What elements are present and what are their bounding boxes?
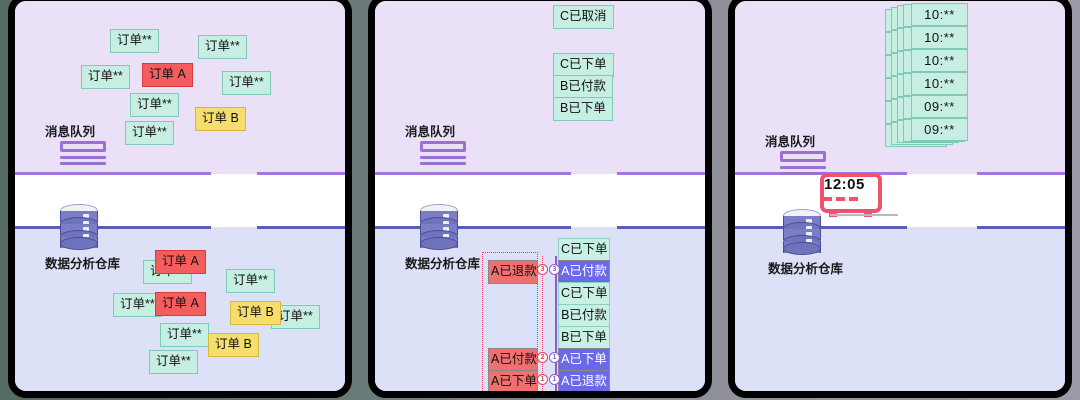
panel-event-ordering: C已取消 C已下单 B已付款 B已下单 消息队列 数据分析仓库 A已退款 A已付… <box>368 0 712 398</box>
warehouse-tag: 订单** <box>271 305 320 329</box>
data-warehouse-icon <box>420 204 458 250</box>
warehouse-tag: 订单** <box>149 350 198 374</box>
warehouse-right-tag: A已下单 <box>558 348 610 372</box>
queue-tag: B已付款 <box>553 75 613 99</box>
data-warehouse-icon <box>783 209 821 255</box>
panel-order-stream: 订单** 订单** 订单** 订单 A 订单** 订单** 订单 B 订单** … <box>8 0 352 398</box>
queue-tag: C已下单 <box>553 53 614 77</box>
data-warehouse-label: 数据分析仓库 <box>768 262 844 276</box>
data-warehouse-label: 数据分析仓库 <box>45 257 121 271</box>
message-queue-icon <box>420 141 466 167</box>
panel3-divider-bottom-left <box>735 226 907 229</box>
queue-tag-order-b: 订单 B <box>195 107 246 131</box>
warehouse-right-tag: C已下单 <box>558 282 610 306</box>
queue-tag: 订单** <box>81 65 130 89</box>
queue-tag: 订单** <box>130 93 179 117</box>
timeline-axis <box>830 214 898 216</box>
message-queue-label: 消息队列 <box>45 125 96 139</box>
message-queue-icon <box>60 141 106 167</box>
panel3-divider-bottom-right <box>977 226 1065 229</box>
deck-label: 09:** <box>911 95 968 118</box>
mismatch-group-box <box>482 252 538 391</box>
warehouse-right-tag: A已付款 <box>558 260 610 284</box>
panel1-divider-top-right <box>257 172 345 175</box>
warehouse-tag-order-b: 订单 B <box>208 333 259 357</box>
warehouse-left-tag: A已下单 <box>488 370 538 391</box>
data-warehouse-label: 数据分析仓库 <box>405 257 481 271</box>
message-queue-icon <box>780 151 826 177</box>
panel2-warehouse-zone <box>375 227 705 391</box>
deck-label: 10:** <box>911 26 968 49</box>
blue-order-axis <box>555 256 557 391</box>
queue-tag: C已取消 <box>553 5 614 29</box>
warehouse-right-tag: B已下单 <box>558 326 610 350</box>
deck-label: 09:** <box>911 118 968 141</box>
panel3-divider-top-right <box>977 172 1065 175</box>
queue-tag: 订单** <box>125 121 174 145</box>
warehouse-right-tag: B已付款 <box>558 304 610 328</box>
red-order-axis <box>542 256 543 391</box>
warehouse-tag-order-a: 订单 A <box>155 250 206 274</box>
panel1-divider-bottom-right <box>257 226 345 229</box>
panel2-divider-bottom-right <box>617 226 705 229</box>
warehouse-tag: 订单** <box>113 293 162 317</box>
panel2-divider-bottom-left <box>375 226 571 229</box>
panel2-divider-top-right <box>617 172 705 175</box>
data-warehouse-icon <box>60 204 98 250</box>
order-badge-red: 3 <box>537 264 548 275</box>
deck-label: 10:** <box>911 72 968 95</box>
warehouse-right-tag: A已退款 <box>558 370 610 391</box>
warehouse-left-tag: A已退款 <box>488 260 538 284</box>
warehouse-left-tag: A已付款 <box>488 348 538 372</box>
panel3-warehouse-zone <box>735 227 1065 391</box>
order-badge-red: 2 <box>537 352 548 363</box>
queue-tag: 订单** <box>198 35 247 59</box>
panel1-divider-bottom-left <box>15 226 211 229</box>
panel2-divider-top-left <box>375 172 571 175</box>
clock-widget: 12:05 <box>820 173 882 217</box>
queue-tag: 订单** <box>222 71 271 95</box>
queue-tag-order-a: 订单 A <box>142 63 193 87</box>
message-queue-label: 消息队列 <box>765 135 816 149</box>
deck-label: 10:** <box>911 3 968 26</box>
queue-tag: 订单** <box>110 29 159 53</box>
warehouse-tag: 订单** <box>226 269 275 293</box>
order-badge-purple: 1 <box>549 352 560 363</box>
clock-time: 12:05 <box>824 176 865 193</box>
order-badge-purple: 1 <box>549 374 560 385</box>
warehouse-tag-order-a: 订单 A <box>155 292 206 316</box>
queue-tag: B已下单 <box>553 97 613 121</box>
panel-time-window: 10:** 10:** 10:** 10:** <box>728 0 1072 398</box>
warehouse-tag-order-b: 订单 B <box>230 301 281 325</box>
order-badge-purple: 3 <box>549 264 560 275</box>
message-queue-label: 消息队列 <box>405 125 456 139</box>
warehouse-right-tag: C已下单 <box>558 238 610 262</box>
warehouse-tag: 订单** <box>160 323 209 347</box>
order-badge-red: 1 <box>537 374 548 385</box>
panel1-divider-top-left <box>15 172 211 175</box>
deck-label: 10:** <box>911 49 968 72</box>
